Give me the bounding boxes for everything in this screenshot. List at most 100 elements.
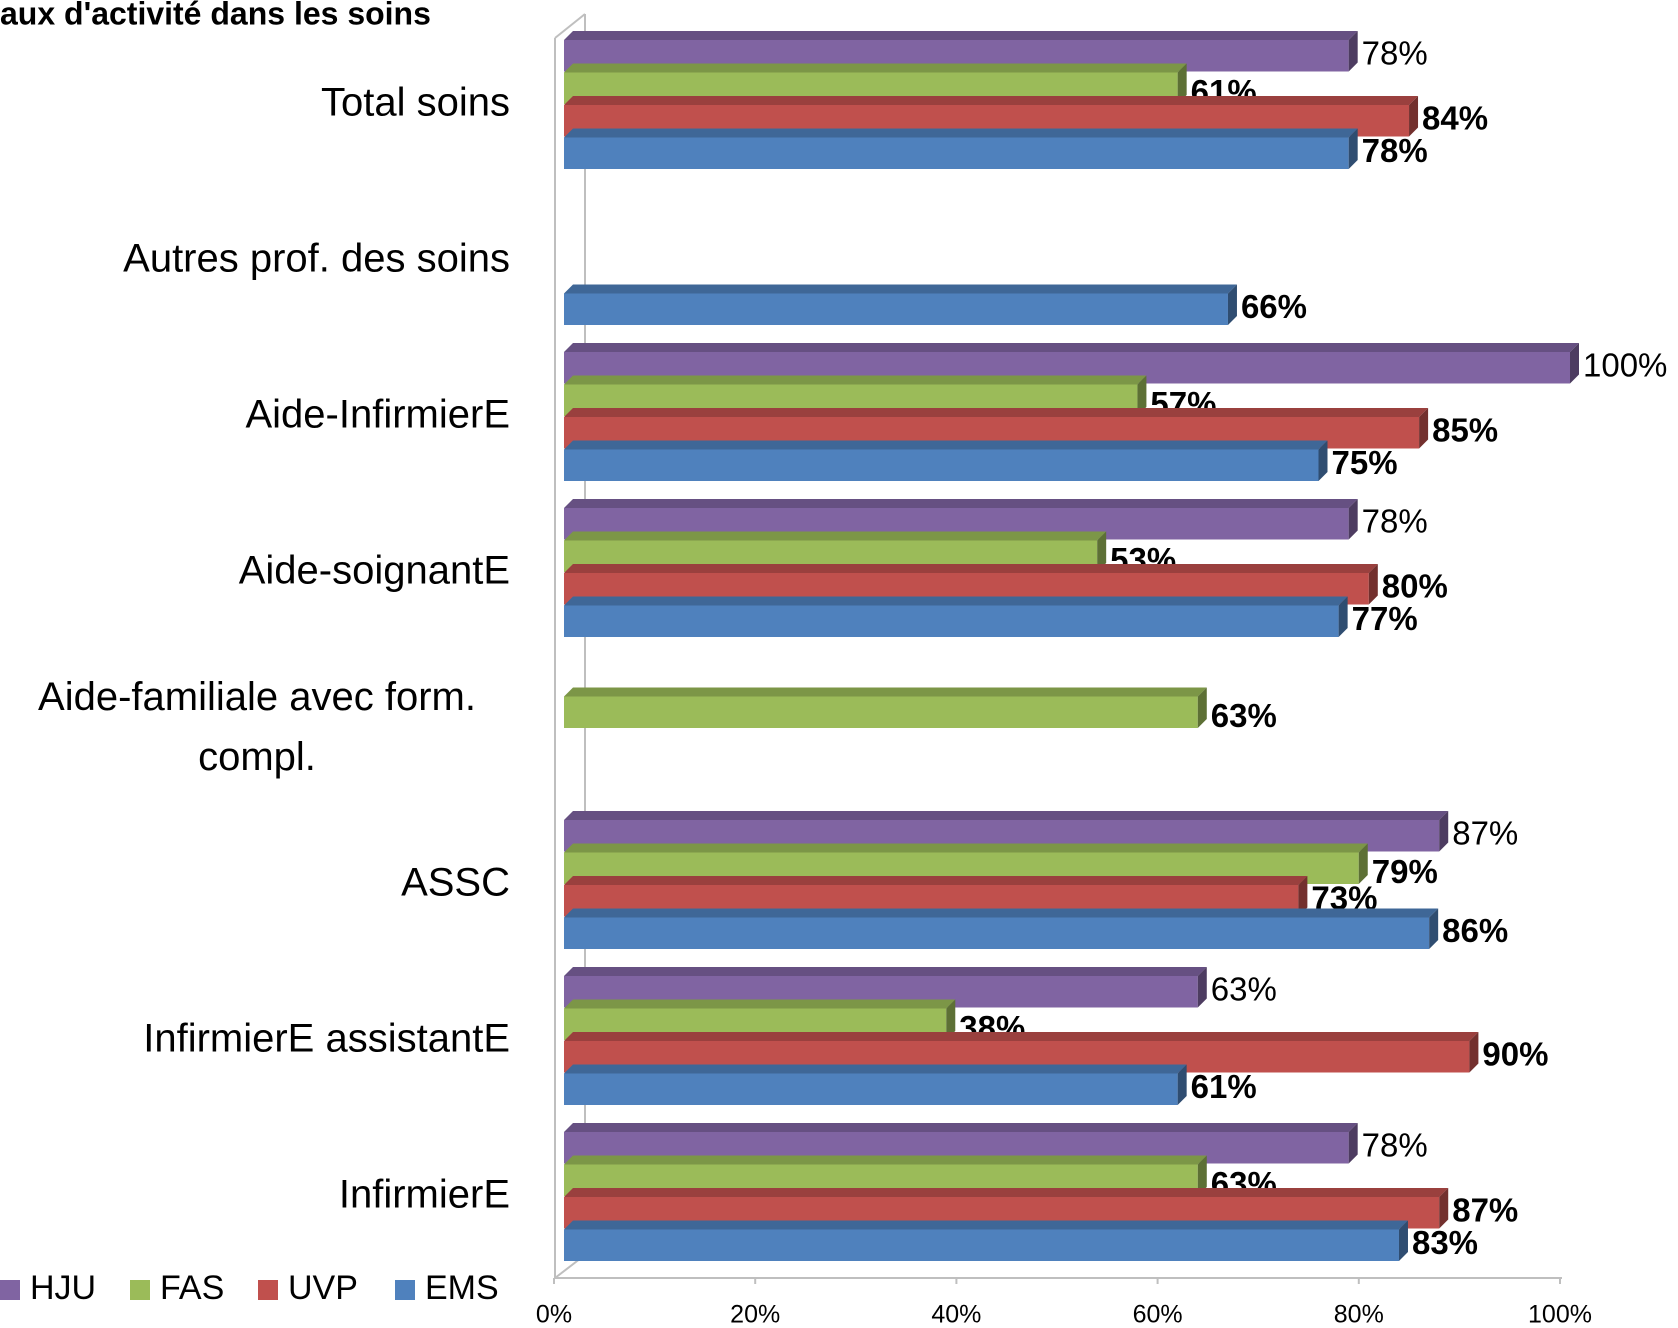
x-tick-label: 80% [1334, 1301, 1384, 1328]
bar-side [1177, 63, 1187, 104]
bar-top [564, 811, 1449, 820]
data-label: 79% [1372, 853, 1438, 890]
data-label: 77% [1352, 600, 1418, 637]
data-label: 85% [1432, 411, 1498, 448]
bar-top [564, 1155, 1207, 1165]
data-label: 87% [1452, 1191, 1518, 1228]
bar-side [1197, 967, 1207, 1008]
bar-side [1570, 343, 1579, 384]
bar [564, 1064, 1187, 1105]
bar [564, 128, 1358, 169]
bar-top [564, 284, 1237, 294]
bar-side [1137, 375, 1147, 416]
bar-side [946, 999, 956, 1040]
bar [564, 596, 1348, 637]
bar-side [1318, 440, 1328, 481]
y-tick-label: Aide-familiale avec form. compl. [38, 675, 476, 779]
data-label: 66% [1241, 288, 1307, 325]
bar-top [564, 128, 1358, 138]
data-label: 87% [1452, 814, 1518, 851]
y-tick-label: Autres prof. des soins [123, 237, 510, 281]
data-label: 83% [1412, 1224, 1478, 1261]
data-label: 90% [1482, 1035, 1548, 1072]
bar [564, 687, 1207, 728]
bar [564, 284, 1237, 325]
x-tick-label: 0% [536, 1301, 572, 1328]
legend-label: HJU [30, 1269, 96, 1307]
bar-top [564, 31, 1358, 40]
bar-side [1429, 908, 1439, 949]
x-tick-label: 20% [730, 1301, 780, 1328]
bar-top [564, 843, 1368, 853]
y-tick-label: InfirmierE [339, 1173, 510, 1217]
bar-side [1177, 1064, 1187, 1105]
bar-side [1368, 564, 1378, 605]
bar-side [1298, 876, 1308, 917]
bar-top [564, 408, 1429, 417]
bar-front [564, 696, 1198, 728]
bar-top [564, 596, 1348, 606]
bar-top [564, 96, 1419, 105]
bar-side [1358, 843, 1368, 884]
bar-top [564, 1188, 1449, 1197]
data-label: 100% [1583, 346, 1667, 383]
legend-swatch [395, 1280, 415, 1300]
bar-side [1097, 531, 1107, 572]
bar-side [1409, 96, 1419, 137]
data-label: 78% [1362, 1126, 1428, 1163]
y-tick-label: ASSC [401, 861, 510, 905]
bar-top [564, 1123, 1358, 1132]
data-label: 75% [1332, 444, 1398, 481]
bar-front [564, 605, 1339, 637]
y-tick-label: InfirmierE assistantE [143, 1017, 510, 1061]
data-label: 78% [1362, 132, 1428, 169]
bar-top [564, 375, 1147, 385]
legend-label: FAS [160, 1269, 224, 1307]
bar [564, 1123, 1358, 1164]
bar-top [564, 999, 956, 1009]
bar-top [564, 63, 1187, 73]
bar-side [1398, 1220, 1408, 1261]
bar-top [564, 531, 1107, 541]
data-label: 63% [1211, 970, 1277, 1007]
bar-top [564, 499, 1358, 508]
legend-swatch [258, 1280, 278, 1300]
y-tick-label: Total soins [321, 81, 510, 125]
bar-side [1469, 1032, 1479, 1073]
legend-label: EMS [425, 1269, 499, 1307]
bar-front [564, 137, 1349, 169]
x-tick-label: 60% [1133, 1301, 1183, 1328]
bar-top [564, 1220, 1408, 1230]
bar-side [1197, 687, 1207, 728]
bar-top [564, 1032, 1479, 1041]
bar-side [1338, 596, 1348, 637]
wall-edge [554, 13, 586, 39]
bar-side [1227, 284, 1237, 325]
legend-label: UVP [288, 1269, 358, 1307]
bar-side [1348, 1123, 1358, 1164]
bar-top [564, 564, 1378, 573]
data-label: 78% [1362, 502, 1428, 539]
chart-title: aux d'activité dans les soins [0, 0, 431, 31]
x-tick-label: 40% [931, 1301, 981, 1328]
bar-side [1348, 31, 1358, 72]
x-tick-label: 100% [1528, 1301, 1592, 1328]
bar [564, 908, 1439, 949]
bar [564, 1220, 1408, 1261]
bar-side [1419, 408, 1429, 449]
bar-top [564, 343, 1579, 352]
bar-top [564, 908, 1439, 918]
data-label: 78% [1362, 34, 1428, 71]
legend-swatch [130, 1280, 150, 1300]
bar-top [564, 687, 1207, 697]
data-label: 86% [1442, 912, 1508, 949]
y-tick-label: Aide-soignantE [239, 549, 510, 593]
bar-side [1439, 1188, 1449, 1229]
bar-side [1439, 811, 1449, 852]
bar-top [564, 876, 1308, 885]
data-label: 84% [1422, 99, 1488, 136]
bar-front [564, 1073, 1178, 1105]
bar-side [1348, 128, 1358, 169]
bar-front [564, 1229, 1399, 1261]
